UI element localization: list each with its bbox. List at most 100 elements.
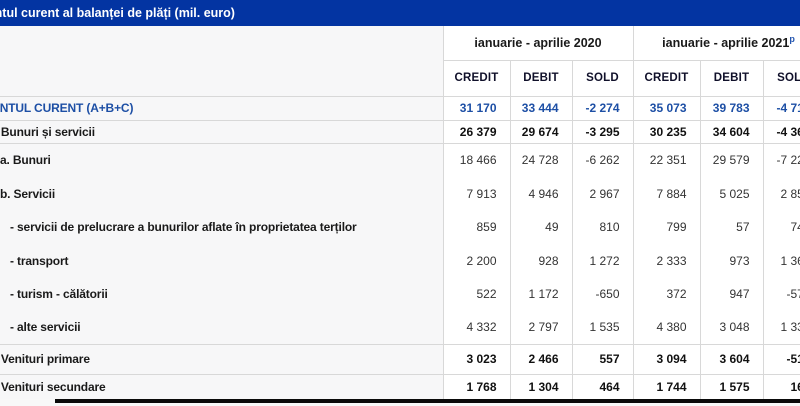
value-cell: 2 859 [763, 177, 800, 210]
value-cell: 22 351 [633, 143, 701, 177]
col-header-credit-2020: CREDIT [443, 60, 511, 97]
value-cell: 29 674 [510, 120, 573, 144]
row-label: C. Venituri secundare [0, 374, 444, 399]
row-label: CONTUL CURENT (A+B+C) [0, 96, 444, 121]
value-cell: 3 023 [443, 344, 511, 375]
col-header-credit-2021: CREDIT [633, 60, 701, 97]
value-cell: 39 783 [700, 96, 764, 121]
row-label: a. Bunuri [0, 143, 444, 177]
value-cell: 2 333 [633, 244, 701, 277]
column-group-label: ianuarie - aprilie 2021 [662, 35, 790, 50]
value-cell: 4 332 [443, 311, 511, 345]
value-cell: 35 073 [633, 96, 701, 121]
value-cell: 464 [572, 374, 634, 399]
row-servicii: b. Servicii 7 913 4 946 2 967 7 884 5 02… [0, 177, 800, 210]
value-cell: -510 [763, 344, 800, 375]
value-cell: 1 272 [572, 244, 634, 277]
value-cell: 372 [633, 277, 701, 311]
value-cell: 7 913 [443, 177, 511, 210]
value-cell: -6 262 [572, 143, 634, 177]
row-label: b. Servicii [0, 177, 444, 210]
value-cell: 557 [572, 344, 634, 375]
value-cell: 947 [700, 277, 764, 311]
value-cell: 31 170 [443, 96, 511, 121]
value-cell: 1 575 [700, 374, 764, 399]
value-cell: 3 094 [633, 344, 701, 375]
value-cell: 522 [443, 277, 511, 311]
row-label: - servicii de prelucrare a bunurilor afl… [0, 210, 444, 244]
table-bottom-border [55, 399, 800, 403]
sub-header-row: CREDIT DEBIT SOLD CREDIT DEBIT SOLD [0, 60, 800, 97]
column-group-2021: ianuarie - aprilie 2021p [633, 26, 800, 61]
report-title: Contul curent al balanței de plăți (mil.… [0, 6, 235, 20]
table-container: ianuarie - aprilie 2020 ianuarie - april… [0, 26, 800, 399]
value-cell: 799 [633, 210, 701, 244]
row-label: A. Bunuri și servicii [0, 120, 444, 144]
value-cell: 5 025 [700, 177, 764, 210]
value-cell: 928 [510, 244, 573, 277]
row-label: - transport [0, 244, 444, 277]
value-cell: -3 295 [572, 120, 634, 144]
row-label: B. Venituri primare [0, 344, 444, 375]
value-cell: 1 360 [763, 244, 800, 277]
value-cell: 973 [700, 244, 764, 277]
value-cell: 742 [763, 210, 800, 244]
value-cell: -2 274 [572, 96, 634, 121]
value-cell: 3 048 [700, 311, 764, 345]
value-cell: 2 797 [510, 311, 573, 345]
col-header-sold-2020: SOLD [572, 60, 634, 97]
value-cell: 4 946 [510, 177, 573, 210]
value-cell: 1 304 [510, 374, 573, 399]
value-cell: 7 884 [633, 177, 701, 210]
value-cell: 30 235 [633, 120, 701, 144]
row-turism-calatorii: - turism - călătorii 522 1 172 -650 372 … [0, 277, 800, 311]
corner-cell [0, 26, 444, 97]
value-cell: 1 172 [510, 277, 573, 311]
value-cell: 1 332 [763, 311, 800, 345]
value-cell: 18 466 [443, 143, 511, 177]
group-header-row: ianuarie - aprilie 2020 ianuarie - april… [0, 26, 800, 97]
value-cell: 33 444 [510, 96, 573, 121]
balance-of-payments-table: ianuarie - aprilie 2020 ianuarie - april… [0, 26, 800, 399]
value-cell: 810 [572, 210, 634, 244]
value-cell: 29 579 [700, 143, 764, 177]
value-cell: -4 710 [763, 96, 800, 121]
value-cell: 26 379 [443, 120, 511, 144]
value-cell: 2 200 [443, 244, 511, 277]
value-cell: 2 967 [572, 177, 634, 210]
row-venituri-secundare: C. Venituri secundare 1 768 1 304 464 1 … [0, 374, 800, 399]
column-group-label: ianuarie - aprilie 2020 [474, 35, 602, 50]
value-cell: 4 380 [633, 311, 701, 345]
row-bunuri: a. Bunuri 18 466 24 728 -6 262 22 351 29… [0, 143, 800, 177]
col-header-debit-2020: DEBIT [510, 60, 573, 97]
row-servicii-prelucrare: - servicii de prelucrare a bunurilor afl… [0, 210, 800, 244]
column-group-2020: ianuarie - aprilie 2020 [443, 26, 634, 61]
value-cell: 1 535 [572, 311, 634, 345]
value-cell: 49 [510, 210, 573, 244]
row-alte-servicii: - alte servicii 4 332 2 797 1 535 4 380 … [0, 311, 800, 345]
row-contul-curent: CONTUL CURENT (A+B+C) 31 170 33 444 -2 2… [0, 96, 800, 121]
value-cell: 34 604 [700, 120, 764, 144]
value-cell: 3 604 [700, 344, 764, 375]
value-cell: -4 369 [763, 120, 800, 144]
col-header-sold-2021: SOLD [763, 60, 800, 97]
row-bunuri-si-servicii: A. Bunuri și servicii 26 379 29 674 -3 2… [0, 120, 800, 144]
value-cell: -7 228 [763, 143, 800, 177]
value-cell: -650 [572, 277, 634, 311]
col-header-debit-2021: DEBIT [700, 60, 764, 97]
value-cell: 1 744 [633, 374, 701, 399]
value-cell: -575 [763, 277, 800, 311]
value-cell: 2 466 [510, 344, 573, 375]
provisional-marker: p [789, 33, 795, 44]
value-cell: 859 [443, 210, 511, 244]
title-bar: Contul curent al balanței de plăți (mil.… [0, 0, 800, 26]
row-venituri-primare: B. Venituri primare 3 023 2 466 557 3 09… [0, 344, 800, 375]
value-cell: 169 [763, 374, 800, 399]
row-label: - turism - călătorii [0, 277, 444, 311]
value-cell: 24 728 [510, 143, 573, 177]
value-cell: 1 768 [443, 374, 511, 399]
value-cell: 57 [700, 210, 764, 244]
row-transport: - transport 2 200 928 1 272 2 333 973 1 … [0, 244, 800, 277]
row-label: - alte servicii [0, 311, 444, 345]
